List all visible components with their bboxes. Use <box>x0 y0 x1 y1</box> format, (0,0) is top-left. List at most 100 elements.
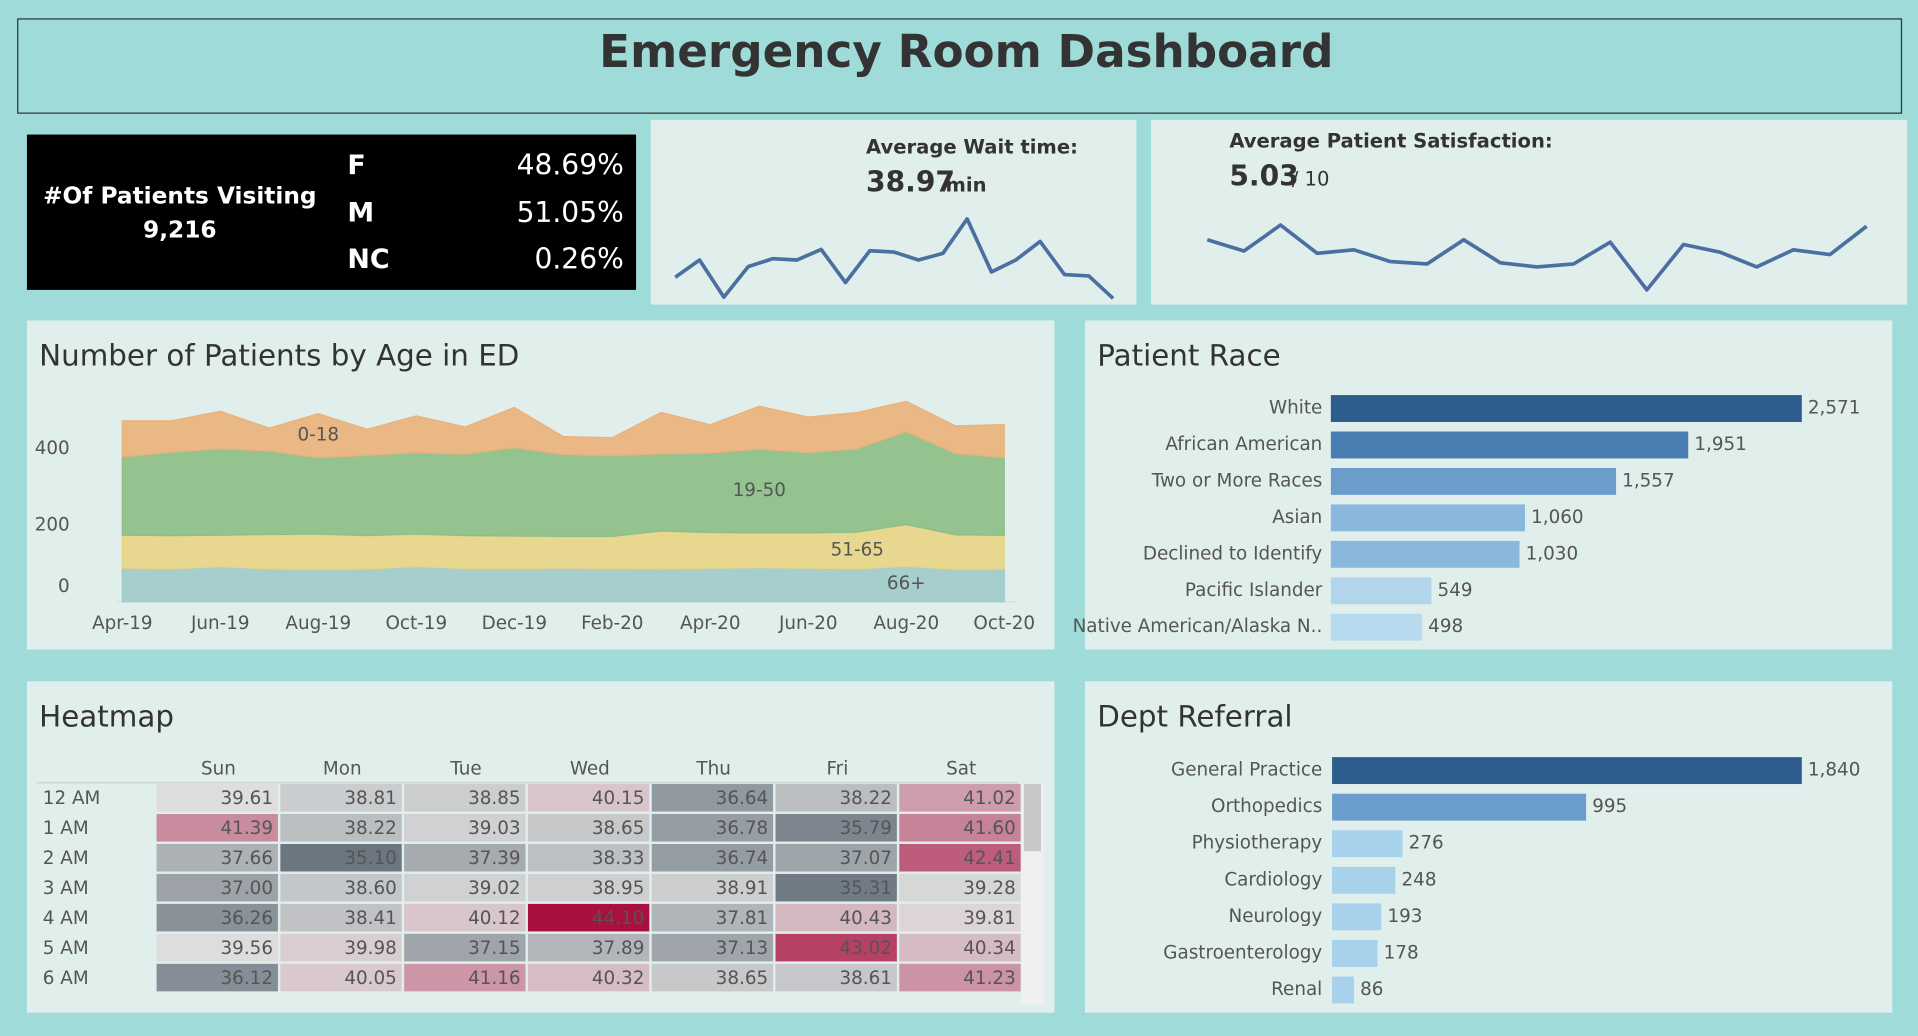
heat-cell <box>651 903 774 932</box>
cell-label: 40.05 <box>344 968 396 989</box>
category-label: Renal <box>1271 979 1322 1000</box>
heat-cell <box>775 814 897 842</box>
value-label: 1,557 <box>1622 470 1674 491</box>
cell-label: 37.15 <box>468 938 520 959</box>
dept-panel <box>1084 681 1893 1013</box>
bar <box>1330 577 1432 605</box>
x-tick-label: Oct-20 <box>973 613 1035 634</box>
bar <box>1330 540 1520 568</box>
cell-label: 42.41 <box>963 848 1015 869</box>
scrollbar-thumb[interactable] <box>1023 784 1041 852</box>
gender-label: M <box>347 198 374 229</box>
heat-cell <box>280 903 402 932</box>
satisfaction-kpi: 5.03 <box>1229 159 1298 192</box>
x-tick-label: Dec-19 <box>482 613 547 634</box>
bar <box>1332 757 1802 785</box>
x-tick-label: Apr-20 <box>680 613 740 634</box>
heat-cell <box>156 933 278 962</box>
series-label: 51-65 <box>831 540 884 561</box>
column-label: Wed <box>570 758 610 779</box>
heat-cell <box>651 873 774 902</box>
column-label: Thu <box>695 758 730 779</box>
bar <box>1332 939 1378 967</box>
column-label: Mon <box>323 758 362 779</box>
column-label: Fri <box>826 758 848 779</box>
value-label: 498 <box>1428 616 1463 637</box>
series-label: 0-18 <box>298 425 340 446</box>
x-tick-label: Aug-19 <box>285 613 351 634</box>
panel-title: Dept Referral <box>1097 699 1292 733</box>
bar <box>1330 504 1526 532</box>
wait-panel <box>650 119 1137 305</box>
value-label: 995 <box>1592 796 1627 817</box>
value-label: 1,060 <box>1531 507 1583 528</box>
heat-cell <box>899 843 1021 872</box>
heat-cell <box>404 843 526 872</box>
heat-cell <box>651 963 774 992</box>
cell-label: 38.61 <box>839 968 891 989</box>
heat-cell <box>156 784 278 812</box>
heat-cell <box>527 933 650 962</box>
column-label: Sun <box>201 758 236 779</box>
satisfaction-panel <box>1151 119 1907 305</box>
value-label: 1,030 <box>1526 543 1578 564</box>
heat-cell <box>280 963 402 992</box>
heat-cell <box>899 963 1021 992</box>
y-tick-label: 400 <box>35 438 70 459</box>
category-label: Orthopedics <box>1211 796 1322 817</box>
gender-value: 48.69% <box>517 148 624 181</box>
bar <box>1330 613 1423 641</box>
row-label: 5 AM <box>43 938 89 959</box>
cell-label: 40.34 <box>963 938 1015 959</box>
bar <box>1332 830 1403 858</box>
wait-kpi: 38.97 <box>866 165 955 198</box>
cell-label: 39.28 <box>963 878 1015 899</box>
cell-label: 40.12 <box>468 908 520 929</box>
cell-label: 41.23 <box>963 968 1015 989</box>
heat-cell <box>527 963 650 992</box>
cell-label: 38.33 <box>592 848 644 869</box>
heat-cell <box>775 873 897 902</box>
cell-label: 39.02 <box>468 878 520 899</box>
category-label: Physiotherapy <box>1192 833 1323 854</box>
panel-title: Patient Race <box>1097 339 1280 373</box>
value-label: 1,840 <box>1808 760 1860 781</box>
cell-label: 36.12 <box>221 968 273 989</box>
heat-cell <box>899 933 1021 962</box>
value-label: 1,951 <box>1694 434 1746 455</box>
category-label: Two or More Races <box>1151 470 1323 491</box>
row-label: 12 AM <box>43 788 101 809</box>
cell-label: 41.02 <box>963 788 1015 809</box>
cell-label: 37.66 <box>221 848 273 869</box>
cell-label: 40.32 <box>592 968 644 989</box>
cell-label: 37.00 <box>221 878 273 899</box>
cell-label: 40.15 <box>592 788 644 809</box>
cell-label: 39.61 <box>221 788 273 809</box>
heat-cell <box>775 903 897 932</box>
dashboard-title: Emergency Room Dashboard <box>599 25 1333 78</box>
kpi-value: 9,216 <box>143 217 217 244</box>
heat-cell <box>156 873 278 902</box>
heat-cell <box>651 843 774 872</box>
gender-label: NC <box>347 244 389 275</box>
value-label: 86 <box>1360 979 1383 1000</box>
x-tick-label: Jun-19 <box>190 613 250 634</box>
row-label: 3 AM <box>43 878 89 899</box>
x-tick-label: Apr-19 <box>92 613 152 634</box>
cell-label: 35.31 <box>839 878 891 899</box>
heat-cell <box>899 873 1021 902</box>
heat-cell <box>280 933 402 962</box>
cell-label: 38.22 <box>839 788 891 809</box>
row-label: 4 AM <box>43 908 89 929</box>
heat-cell <box>280 814 402 842</box>
series-label: 19-50 <box>733 480 786 501</box>
bar <box>1330 467 1617 495</box>
cell-label: 36.26 <box>221 908 273 929</box>
category-label: Native American/Alaska N.. <box>1073 616 1323 637</box>
header-box <box>17 18 1903 114</box>
heat-cell <box>280 873 402 902</box>
heat-cell <box>527 784 650 812</box>
cell-label: 41.16 <box>468 968 520 989</box>
x-tick-label: Feb-20 <box>581 613 643 634</box>
heat-cell <box>775 963 897 992</box>
